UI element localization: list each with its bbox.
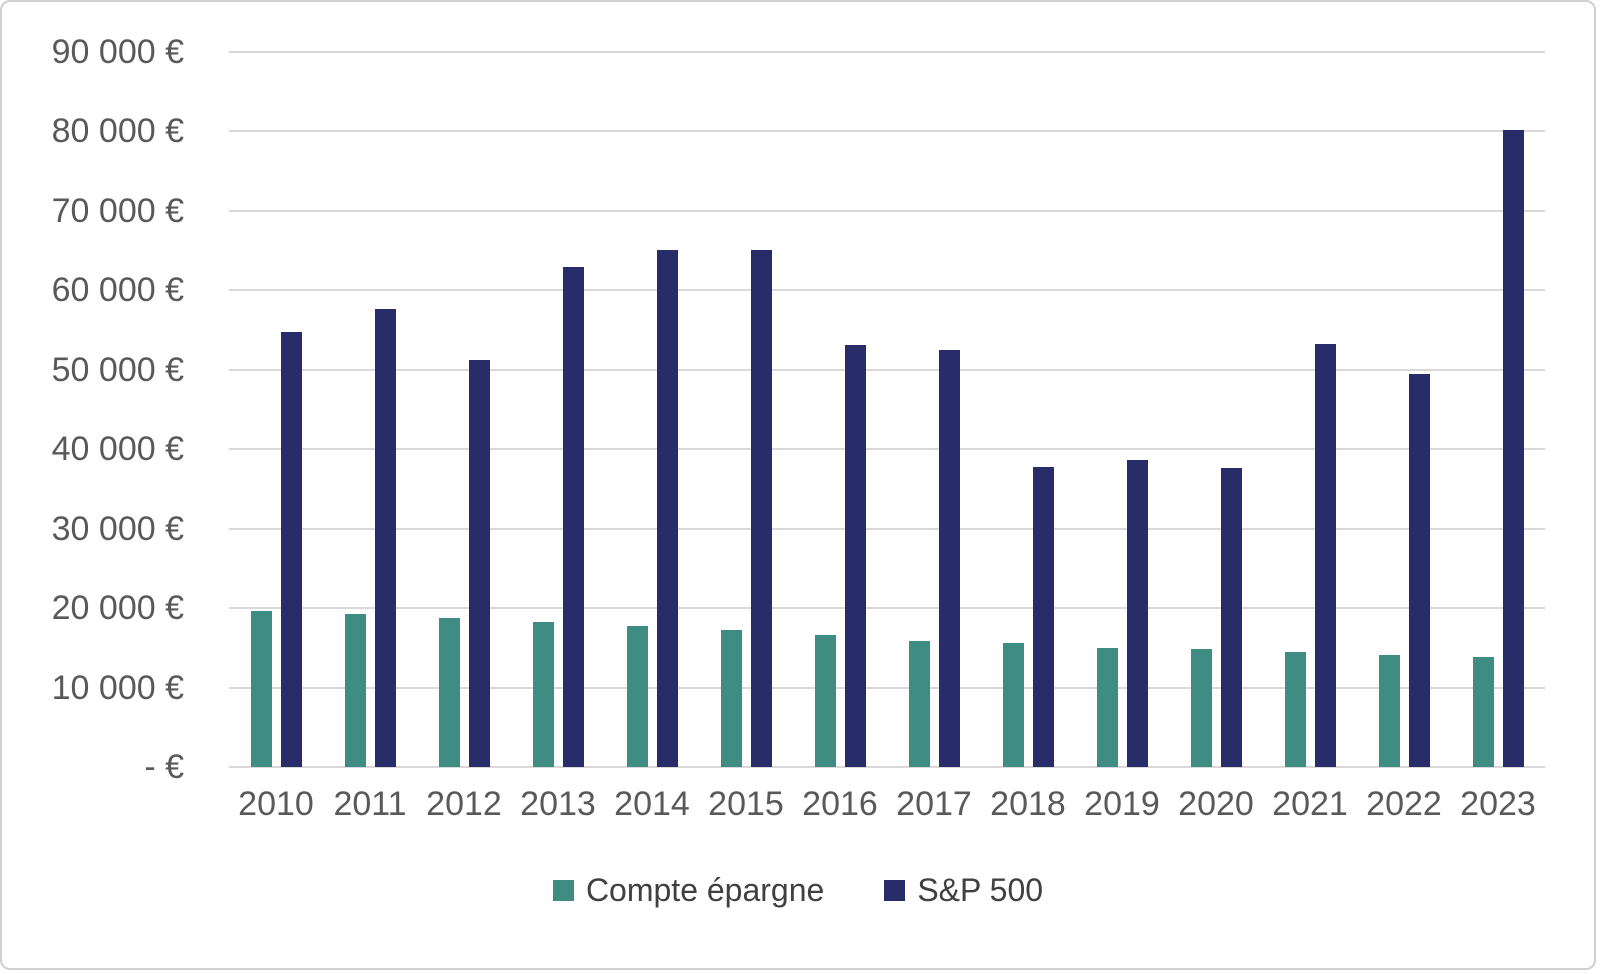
gridline xyxy=(229,607,1545,610)
bar-sp500-2019 xyxy=(1126,460,1148,767)
bar-group-2022 xyxy=(1357,52,1451,767)
gridline xyxy=(229,368,1545,371)
bar-group-2012 xyxy=(417,52,511,767)
y-axis-tick-label: 70 000 € xyxy=(51,191,184,230)
bar-compte-epargne-2021 xyxy=(1284,651,1306,767)
y-axis-tick-label: - € xyxy=(144,748,184,786)
plot-area xyxy=(229,51,1545,768)
y-axis-tick-label: 50 000 € xyxy=(51,350,184,389)
x-axis-tick-label-2014: 2014 xyxy=(614,785,690,823)
y-axis-tick-label: 60 000 € xyxy=(51,271,184,310)
bar-group-2018 xyxy=(981,52,1075,767)
bar-compte-epargne-2012 xyxy=(438,617,460,767)
y-axis-tick-label: 30 000 € xyxy=(51,509,184,548)
gridline xyxy=(229,51,1545,53)
bar-group-2011 xyxy=(323,52,417,767)
y-axis-tick-label: 90 000 € xyxy=(51,33,184,71)
bar-sp500-2013 xyxy=(562,266,584,767)
bar-compte-epargne-2020 xyxy=(1190,649,1212,767)
legend: Compte épargne S&P 500 xyxy=(2,870,1594,910)
legend-swatch-icon xyxy=(884,879,906,901)
bar-group-2015 xyxy=(699,52,793,767)
bar-sp500-2016 xyxy=(844,345,866,767)
bar-sp500-2023 xyxy=(1502,129,1524,767)
legend-swatch-icon xyxy=(552,879,574,901)
bar-compte-epargne-2019 xyxy=(1096,647,1118,767)
bar-compte-epargne-2017 xyxy=(908,640,930,767)
bar-compte-epargne-2011 xyxy=(344,614,366,767)
bar-sp500-2021 xyxy=(1314,343,1336,767)
bar-group-2014 xyxy=(605,52,699,767)
bar-group-2010 xyxy=(229,52,323,767)
bar-compte-epargne-2010 xyxy=(250,610,272,767)
bar-sp500-2017 xyxy=(938,349,960,767)
bar-group-2013 xyxy=(511,52,605,767)
bar-sp500-2011 xyxy=(374,309,396,767)
gridline xyxy=(229,527,1545,530)
x-axis-tick-label-2017: 2017 xyxy=(896,785,972,823)
x-axis-tick-label-2010: 2010 xyxy=(238,785,314,823)
bar-compte-epargne-2015 xyxy=(720,630,742,767)
y-axis-tick-label: 80 000 € xyxy=(51,112,184,151)
x-axis-tick-label-2020: 2020 xyxy=(1178,785,1254,823)
legend-item-compte-epargne: Compte épargne xyxy=(552,870,825,910)
bar-group-2017 xyxy=(887,52,981,767)
bar-compte-epargne-2022 xyxy=(1378,654,1400,767)
legend-label: Compte épargne xyxy=(585,872,825,908)
bar-sp500-2018 xyxy=(1032,466,1054,767)
gridline xyxy=(229,766,1545,768)
bar-compte-epargne-2018 xyxy=(1002,643,1024,767)
x-axis-tick-label-2016: 2016 xyxy=(802,785,878,823)
bar-group-2020 xyxy=(1169,52,1263,767)
bar-group-2021 xyxy=(1263,52,1357,767)
x-axis-tick-label-2019: 2019 xyxy=(1084,785,1160,823)
legend-item-sp500: S&P 500 xyxy=(884,870,1043,910)
y-axis-tick-label: 10 000 € xyxy=(51,668,184,707)
bar-compte-epargne-2013 xyxy=(532,621,554,767)
bar-compte-epargne-2014 xyxy=(626,625,648,767)
bar-group-2016 xyxy=(793,52,887,767)
y-axis-tick-label: 40 000 € xyxy=(51,430,184,469)
x-axis-tick-label-2015: 2015 xyxy=(708,785,784,823)
bar-sp500-2022 xyxy=(1408,373,1430,767)
legend-label: S&P 500 xyxy=(917,872,1044,908)
bar-compte-epargne-2016 xyxy=(814,635,836,767)
x-axis-tick-label-2021: 2021 xyxy=(1272,785,1348,823)
gridline xyxy=(229,130,1545,133)
bar-sp500-2014 xyxy=(656,249,678,767)
bar-sp500-2010 xyxy=(280,331,302,767)
bar-compte-epargne-2023 xyxy=(1472,656,1494,767)
gridline xyxy=(229,289,1545,292)
bar-sp500-2012 xyxy=(468,360,490,767)
bar-sp500-2015 xyxy=(750,249,772,767)
bar-group-2019 xyxy=(1075,52,1169,767)
bar-sp500-2020 xyxy=(1220,468,1242,767)
x-axis-tick-label-2022: 2022 xyxy=(1366,785,1442,823)
gridline xyxy=(229,686,1545,689)
x-axis-tick-label-2011: 2011 xyxy=(333,785,407,823)
x-axis-tick-label-2012: 2012 xyxy=(426,785,502,823)
x-axis-tick-label-2018: 2018 xyxy=(990,785,1066,823)
y-axis-tick-label: 20 000 € xyxy=(51,589,184,628)
gridline xyxy=(229,209,1545,212)
x-axis-tick-label-2013: 2013 xyxy=(520,785,596,823)
bar-group-2023 xyxy=(1451,52,1545,767)
x-axis-tick-label-2023: 2023 xyxy=(1460,785,1536,823)
gridline xyxy=(229,448,1545,451)
